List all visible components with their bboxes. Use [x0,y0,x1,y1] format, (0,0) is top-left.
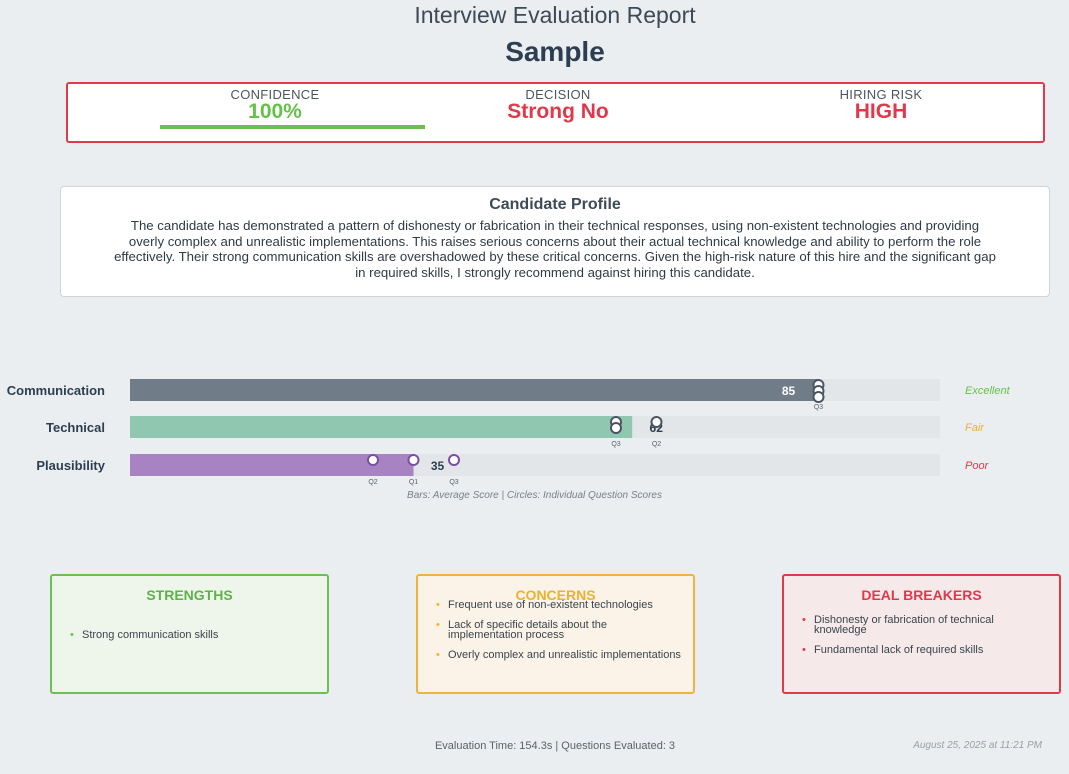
decision-label: DECISION [525,87,591,102]
bullet-icon: • [802,614,806,626]
concerns-card: CONCERNS • Frequent use of non-existent t… [416,574,695,694]
rating-label: Poor [965,460,990,472]
confidence-bar [160,125,425,129]
concern-item: • Overly complex and unrealistic implemen… [436,649,683,661]
deal-breaker-text: Dishonesty or fabrication of technical k… [814,614,994,636]
question-score-marker [367,454,379,466]
question-label: Q1 [409,479,418,486]
bullet-icon: • [436,649,440,661]
report-title: Interview Evaluation Report [414,2,696,28]
concerns-title: CONCERNS [515,587,596,603]
bar-technical [130,416,633,438]
decision-value: Strong No [507,100,609,123]
strengths-title: STRENGTHS [146,587,233,603]
hiring-risk-value: HIGH [854,100,908,123]
deal-breaker-item: • Fundamental lack of required skills [802,644,1049,656]
report-subtitle: Sample [505,36,605,67]
concerns-list: • Frequent use of non-existent technologi… [436,600,683,670]
confidence-metric: CONFIDENCE 100% [160,87,390,122]
confidence-value: 100% [248,100,302,123]
bullet-icon: • [436,599,440,611]
deal-breakers-title: DEAL BREAKERS [861,587,982,603]
summary-panel: CONFIDENCE 100% DECISION Strong No HIRIN… [66,82,1045,143]
bar-value-label: 85 [782,384,796,398]
deal-breakers-list: • Dishonesty or fabrication of technical … [802,615,1049,665]
question-score-marker [650,416,663,428]
bullet-icon: • [802,644,806,656]
hiring-risk-metric: HIRING RISK HIGH [766,87,996,122]
question-label: Q3 [611,441,620,448]
concern-text: Frequent use of non-existent technologie… [448,599,653,611]
rating-label: Fair [965,422,985,434]
bullet-icon: • [70,629,74,641]
report-timestamp: August 25, 2025 at 11:21 PM [913,740,1042,751]
question-score-marker [407,454,420,466]
question-score-marker [610,422,622,434]
hiring-risk-label: HIRING RISK [839,87,923,102]
deal-breaker-item: • Dishonesty or fabrication of technical … [802,614,1049,636]
question-label: Q3 [449,479,458,486]
bar-communication [130,379,819,401]
concern-text: Overly complex and unrealistic implement… [448,649,681,661]
profile-title: Candidate Profile [489,196,621,213]
profile-text: The candidate has demonstrated a pattern… [114,218,996,280]
bullet-icon: • [436,619,440,631]
question-score-marker [812,391,825,403]
concern-item: • Frequent use of non-existent technologi… [436,599,683,611]
question-label: Q2 [652,441,661,448]
category-label: Technical [46,420,105,435]
strength-text: Strong communication skills [82,629,219,641]
category-label: Plausibility [36,458,105,473]
category-label: Communication [7,383,105,398]
decision-metric: DECISION Strong No [443,87,673,122]
question-label: Q3 [814,404,823,411]
bar-plausibility [130,454,414,476]
strength-item: • Strong communication skills [70,629,317,641]
confidence-label: CONFIDENCE [230,87,320,102]
candidate-profile: Candidate Profile The candidate has demo… [60,186,1050,297]
bar-value-label: 35 [431,459,445,473]
chart-legend-note: Bars: Average Score | Circles: Individua… [407,490,662,501]
deal-breaker-text: Fundamental lack of required skills [814,644,984,656]
strengths-list: • Strong communication skills [70,630,317,650]
concern-text: Lack of specific details about the imple… [448,619,607,641]
question-score-marker [448,454,460,466]
question-label: Q2 [368,479,377,486]
footer-stats: Evaluation Time: 154.3s | Questions Eval… [434,740,676,752]
deal-breakers-card: DEAL BREAKERS • Dishonesty or fabrication… [782,574,1061,694]
rating-label: Excellent [965,385,1011,397]
confidence-bar-fill [160,125,425,129]
strengths-card: STRENGTHS • Strong communication skills [50,574,329,694]
concern-item: • Lack of specific details about the impl… [436,619,683,641]
